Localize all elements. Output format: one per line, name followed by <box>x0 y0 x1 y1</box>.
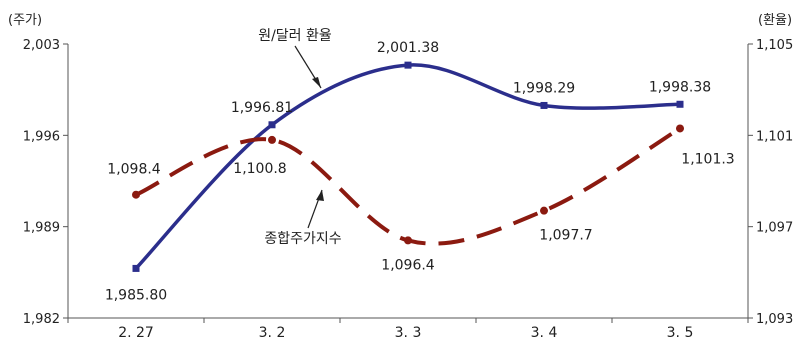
series-point-1 <box>676 100 684 108</box>
x-tick-label: 3. 2 <box>259 325 286 341</box>
series-line-1 <box>134 63 681 270</box>
annotation-arrowhead <box>312 77 321 88</box>
data-label: 1,097.7 <box>539 228 592 244</box>
series-point-1 <box>540 101 548 109</box>
axes <box>67 44 749 319</box>
ticks: 1,982 1,989 1,996 2,003 1,093 1,097 1,101 1,105… <box>23 38 793 341</box>
data-label: 1,098.4 <box>107 162 161 178</box>
data-labels: 1,985.80 1,996.81 2,001.38 1,998.29 1,998.38… <box>105 40 735 303</box>
x-tick-label: 3. 3 <box>395 325 422 341</box>
data-label: 1,998.38 <box>649 79 711 95</box>
data-label: 1,996.81 <box>231 100 293 116</box>
series-line-2 <box>135 126 682 246</box>
left-axis-unit: (주가) <box>8 13 42 28</box>
data-label: 2,001.38 <box>377 40 439 56</box>
series-annotation-label: 원/달러 환율 <box>258 28 332 44</box>
series-point-2 <box>676 124 684 133</box>
data-label: 1,101.3 <box>681 151 734 167</box>
right-tick-label: 1,097 <box>756 221 793 236</box>
right-tick-label: 1,105 <box>756 38 793 53</box>
series-point-2 <box>404 236 412 245</box>
series-point-1 <box>132 264 140 272</box>
x-tick-label: 2. 27 <box>118 325 154 341</box>
left-tick-label: 1,996 <box>23 129 60 144</box>
series-point-1 <box>404 61 412 69</box>
series-point-1 <box>268 121 276 129</box>
left-tick-label: 2,003 <box>23 38 60 53</box>
right-axis-unit: (환율) <box>758 13 792 28</box>
data-label: 1,985.80 <box>105 287 167 303</box>
series-point-2 <box>268 135 276 144</box>
data-label: 1,100.8 <box>233 161 286 177</box>
series-lines <box>132 61 684 272</box>
data-label: 1,096.4 <box>381 257 435 273</box>
right-tick-label: 1,093 <box>756 312 793 327</box>
right-tick-label: 1,101 <box>756 129 793 144</box>
data-label: 1,998.29 <box>513 80 575 96</box>
x-tick-label: 3. 4 <box>531 325 558 341</box>
series-point-2 <box>540 206 548 215</box>
annotation-arrowhead <box>316 190 324 201</box>
left-tick-label: 1,989 <box>23 221 60 236</box>
x-tick-label: 3. 5 <box>667 325 694 341</box>
left-tick-label: 1,982 <box>23 312 60 327</box>
series-point-2 <box>132 190 140 199</box>
series-annotation-label: 종합주가지수 <box>264 231 341 247</box>
